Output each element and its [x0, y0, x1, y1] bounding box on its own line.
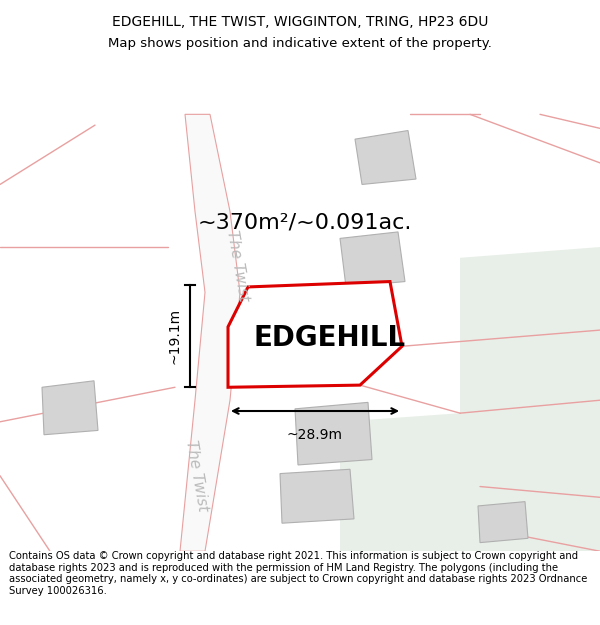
Polygon shape [295, 402, 372, 465]
Polygon shape [280, 469, 354, 523]
Text: ~28.9m: ~28.9m [287, 428, 343, 442]
Polygon shape [255, 301, 362, 373]
Polygon shape [340, 413, 460, 551]
Text: ~370m²/~0.091ac.: ~370m²/~0.091ac. [198, 213, 412, 232]
Polygon shape [460, 247, 600, 551]
Polygon shape [340, 232, 405, 287]
Polygon shape [478, 502, 528, 542]
Text: The Twist: The Twist [184, 439, 211, 512]
Text: EDGEHILL: EDGEHILL [254, 324, 406, 352]
Text: The Twist: The Twist [224, 229, 251, 302]
Text: Map shows position and indicative extent of the property.: Map shows position and indicative extent… [108, 38, 492, 51]
Polygon shape [180, 114, 240, 551]
Polygon shape [355, 131, 416, 184]
Text: EDGEHILL, THE TWIST, WIGGINTON, TRING, HP23 6DU: EDGEHILL, THE TWIST, WIGGINTON, TRING, H… [112, 16, 488, 29]
Text: Contains OS data © Crown copyright and database right 2021. This information is : Contains OS data © Crown copyright and d… [9, 551, 587, 596]
Text: ~19.1m: ~19.1m [168, 308, 182, 364]
Polygon shape [42, 381, 98, 435]
Polygon shape [228, 281, 402, 388]
